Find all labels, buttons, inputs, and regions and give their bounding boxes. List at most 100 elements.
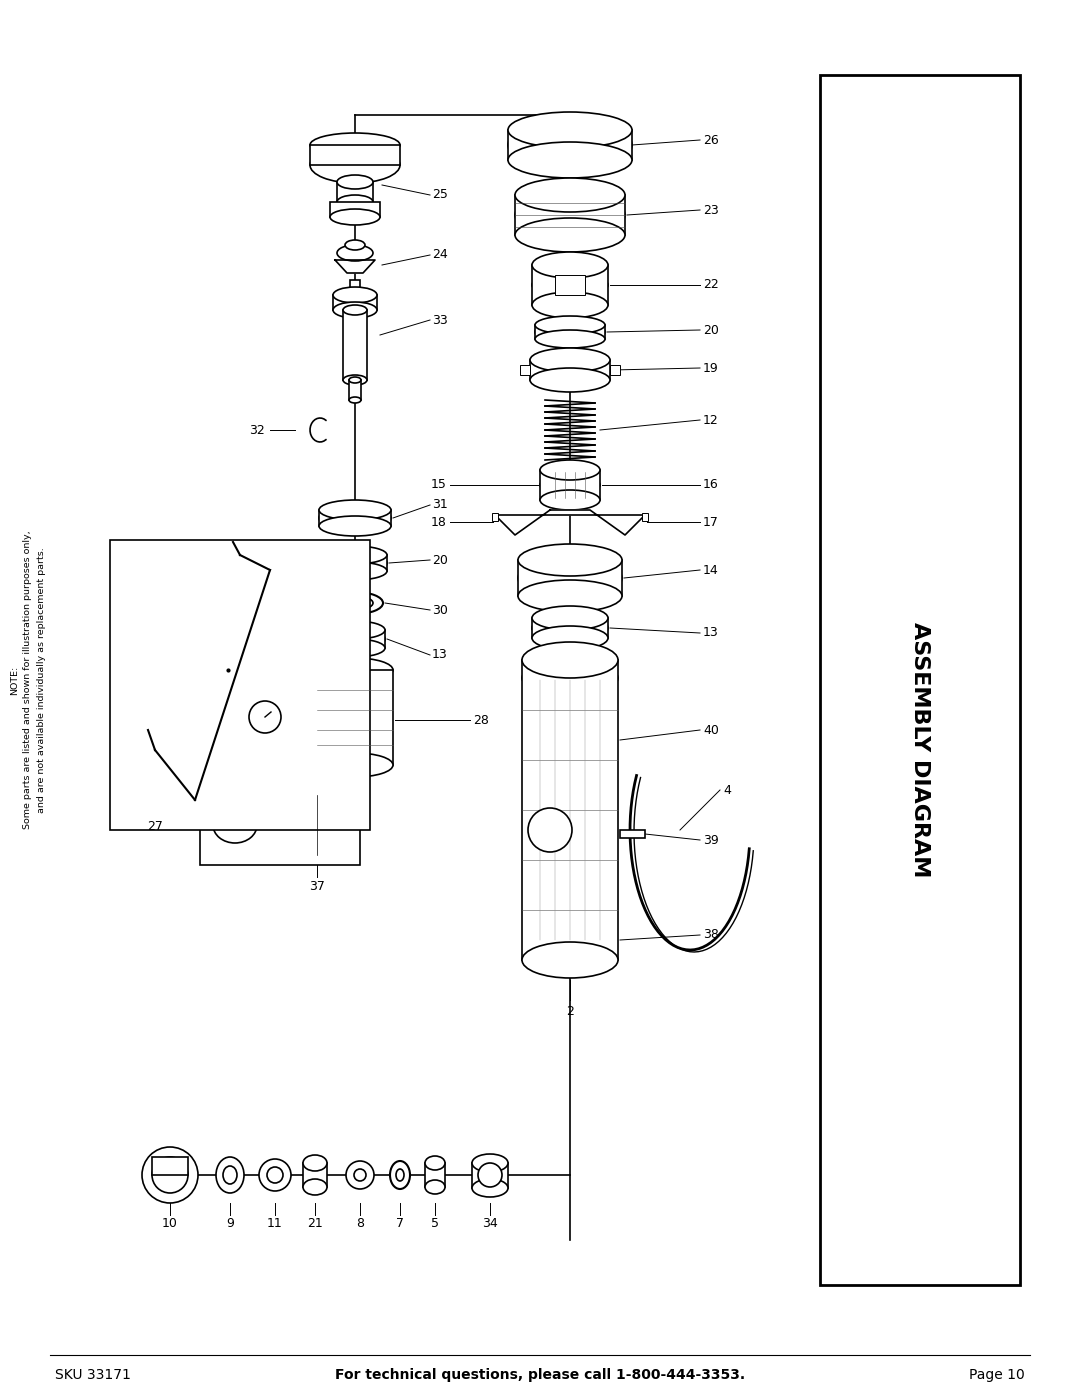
Ellipse shape [548, 324, 592, 339]
Bar [472, 1162, 508, 1187]
Text: 33: 33 [432, 313, 448, 327]
Ellipse shape [333, 302, 377, 319]
Ellipse shape [337, 597, 373, 610]
Bar [530, 360, 610, 380]
Ellipse shape [303, 1179, 327, 1194]
Ellipse shape [548, 570, 592, 585]
Ellipse shape [310, 133, 400, 156]
Text: 10: 10 [162, 1217, 178, 1229]
Ellipse shape [518, 543, 622, 576]
Ellipse shape [518, 580, 622, 612]
Bar [540, 469, 600, 500]
Bar [535, 326, 605, 339]
Ellipse shape [267, 1166, 283, 1183]
Ellipse shape [508, 112, 632, 148]
Bar [318, 671, 393, 766]
Text: 22: 22 [703, 278, 719, 292]
Text: 24: 24 [432, 249, 448, 261]
Text: 15: 15 [431, 479, 447, 492]
Ellipse shape [522, 659, 618, 696]
Ellipse shape [518, 557, 622, 599]
Ellipse shape [330, 210, 380, 225]
Ellipse shape [532, 563, 608, 592]
Text: 9: 9 [226, 1217, 234, 1229]
Bar [325, 630, 384, 648]
Ellipse shape [216, 1157, 244, 1193]
Text: 40: 40 [703, 724, 719, 736]
Ellipse shape [508, 120, 632, 170]
Ellipse shape [426, 1155, 445, 1171]
Ellipse shape [323, 550, 387, 576]
Text: 38: 38 [703, 929, 719, 942]
Text: 4: 4 [723, 784, 731, 796]
Ellipse shape [345, 240, 365, 250]
Ellipse shape [535, 316, 605, 334]
Text: 23: 23 [703, 204, 719, 217]
Ellipse shape [508, 142, 632, 177]
Text: 37: 37 [309, 880, 325, 893]
Text: 14: 14 [703, 563, 719, 577]
Text: 30: 30 [432, 604, 448, 616]
Ellipse shape [330, 555, 379, 571]
Ellipse shape [141, 1147, 198, 1203]
Ellipse shape [472, 1179, 508, 1197]
Bar [200, 785, 360, 865]
Text: SKU 33171: SKU 33171 [55, 1368, 131, 1382]
Text: 8: 8 [356, 1217, 364, 1229]
Ellipse shape [535, 330, 605, 348]
Bar [110, 541, 370, 830]
Text: 18: 18 [431, 515, 447, 528]
Bar [426, 1162, 445, 1187]
Ellipse shape [341, 634, 369, 644]
Bar [620, 830, 645, 838]
Bar [518, 560, 622, 597]
Ellipse shape [249, 701, 281, 733]
Bar [522, 659, 618, 960]
Bar [820, 75, 1020, 1285]
Ellipse shape [522, 942, 618, 978]
Bar [642, 513, 648, 521]
Text: 19: 19 [703, 362, 719, 374]
Ellipse shape [333, 286, 377, 303]
Text: 39: 39 [703, 834, 719, 847]
Ellipse shape [522, 127, 618, 163]
Bar [555, 275, 585, 295]
Ellipse shape [532, 606, 608, 630]
Bar [349, 380, 361, 400]
Text: 20: 20 [703, 324, 719, 337]
Ellipse shape [333, 630, 377, 648]
Ellipse shape [337, 196, 373, 210]
Text: 32: 32 [249, 423, 265, 436]
Text: For technical questions, please call 1-800-444-3353.: For technical questions, please call 1-8… [335, 1368, 745, 1382]
Ellipse shape [259, 1160, 291, 1192]
Ellipse shape [532, 615, 608, 643]
Bar [508, 130, 632, 161]
Text: Page 10: Page 10 [969, 1368, 1025, 1382]
Ellipse shape [528, 807, 572, 852]
Ellipse shape [540, 474, 600, 496]
Text: NOTE:
Some parts are listed and shown for illustration purposes only,
and are no: NOTE: Some parts are listed and shown fo… [11, 531, 45, 830]
Ellipse shape [522, 643, 618, 678]
Text: 27: 27 [147, 820, 163, 833]
Ellipse shape [515, 177, 625, 212]
Ellipse shape [542, 136, 598, 155]
Ellipse shape [222, 1166, 237, 1185]
Ellipse shape [325, 638, 384, 657]
Text: 25: 25 [432, 189, 448, 201]
Ellipse shape [540, 460, 600, 481]
Bar [337, 182, 373, 203]
Ellipse shape [319, 500, 391, 520]
Ellipse shape [530, 367, 610, 393]
Bar [330, 203, 380, 217]
Text: 28: 28 [473, 714, 489, 726]
Ellipse shape [526, 198, 615, 232]
Ellipse shape [325, 622, 384, 638]
Ellipse shape [303, 1155, 327, 1171]
Ellipse shape [323, 562, 387, 580]
Ellipse shape [327, 509, 383, 528]
Ellipse shape [343, 374, 367, 386]
Ellipse shape [532, 626, 608, 650]
Ellipse shape [319, 515, 391, 536]
Text: 5: 5 [431, 1217, 438, 1229]
Bar [323, 555, 387, 571]
